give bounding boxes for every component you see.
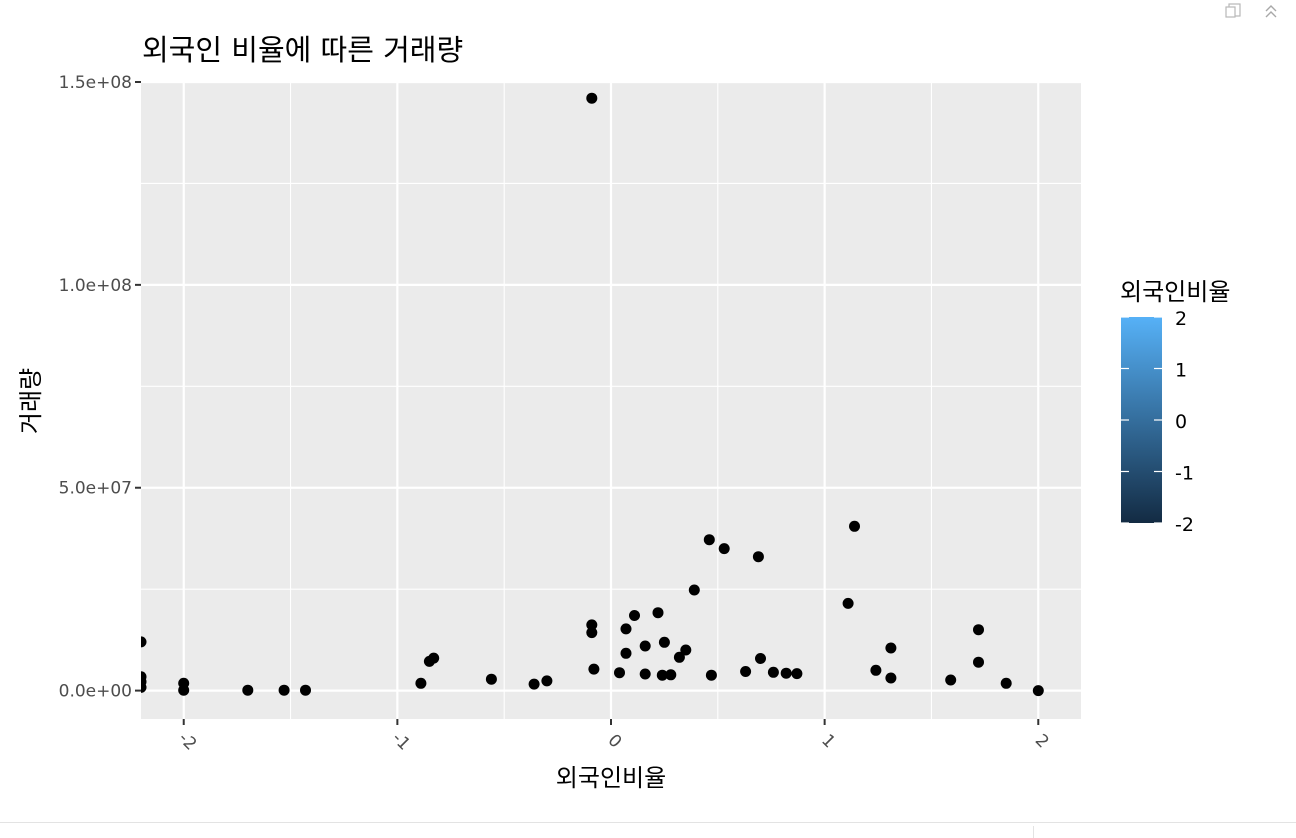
x-axis-title: 외국인비율 [556, 764, 666, 792]
data-point [703, 534, 715, 546]
x-tick-label: 2 [1031, 731, 1053, 753]
data-point [1032, 685, 1044, 697]
data-point [652, 607, 664, 619]
x-axis: -2 -1 0 1 2 [174, 719, 1053, 755]
data-point [423, 655, 435, 667]
data-point [1000, 677, 1012, 689]
legend-label: -2 [1175, 514, 1194, 536]
data-point [629, 610, 640, 621]
data-point [870, 664, 882, 676]
y-axis: 0.0e+00 5.0e+07 1.0e+08 1.5e+08 [59, 73, 141, 702]
data-point [752, 551, 764, 563]
x-tick-label: 0 [604, 731, 626, 753]
data-point [780, 667, 792, 679]
popout-icon-glyph [1225, 3, 1241, 18]
data-point [688, 584, 700, 596]
data-point [278, 684, 290, 696]
data-point [620, 647, 632, 659]
legend-label: -1 [1175, 463, 1194, 485]
legend: 외국인비율 2 1 0 -1 -2 [1120, 278, 1230, 536]
collapse-icon[interactable] [1260, 2, 1282, 20]
x-tick-label: -2 [174, 728, 200, 754]
legend-title: 외국인비율 [1120, 278, 1230, 306]
data-point [718, 543, 730, 555]
data-point [485, 673, 497, 685]
chart-title: 외국인 비율에 따른 거래량 [142, 33, 463, 67]
data-point [767, 666, 779, 678]
data-point [588, 663, 600, 675]
y-tick-label: 0.0e+00 [59, 682, 132, 702]
y-tick-label: 1.0e+08 [59, 276, 132, 296]
data-point [178, 684, 190, 696]
data-point [885, 642, 897, 654]
x-tick-label: 1 [817, 731, 839, 753]
data-point [242, 684, 254, 696]
legend-ticks: 2 1 0 -1 -2 [1121, 308, 1194, 536]
data-point [658, 636, 670, 648]
data-point [849, 520, 860, 532]
collapse-icon-glyph [1265, 5, 1277, 18]
data-point [705, 669, 717, 681]
data-point [673, 651, 685, 663]
data-point [973, 624, 984, 636]
data-point [141, 681, 147, 693]
data-point [945, 674, 957, 686]
data-point [541, 675, 553, 687]
data-point [842, 597, 854, 609]
data-point [300, 684, 311, 696]
data-point [639, 640, 651, 652]
data-points [141, 92, 1044, 697]
data-point [614, 667, 625, 679]
y-tick-label: 5.0e+07 [59, 479, 132, 499]
legend-label: 0 [1175, 411, 1187, 433]
data-point [755, 653, 766, 664]
data-point [885, 672, 897, 684]
data-point [141, 636, 147, 648]
legend-label: 1 [1175, 360, 1187, 382]
x-tick-label: -1 [388, 728, 414, 754]
data-point [680, 644, 692, 656]
data-point [973, 656, 984, 668]
data-point [586, 627, 598, 639]
data-point [639, 668, 651, 680]
data-point [415, 677, 427, 689]
popout-icon[interactable] [1222, 2, 1244, 20]
data-point [665, 669, 677, 681]
grid-major [141, 80, 1081, 719]
data-point [586, 619, 598, 631]
bottom-divider [0, 822, 1296, 823]
data-point [620, 623, 632, 635]
y-axis-title: 거래량 [17, 368, 45, 434]
viewer-toolbar [1222, 2, 1282, 20]
data-point [586, 92, 598, 104]
data-point [740, 666, 752, 677]
data-point [791, 668, 803, 680]
data-point [528, 678, 540, 690]
bottom-divider-tick [1033, 826, 1034, 838]
legend-label: 2 [1175, 308, 1187, 330]
data-point [656, 669, 668, 681]
y-tick-label: 1.5e+08 [59, 73, 132, 93]
